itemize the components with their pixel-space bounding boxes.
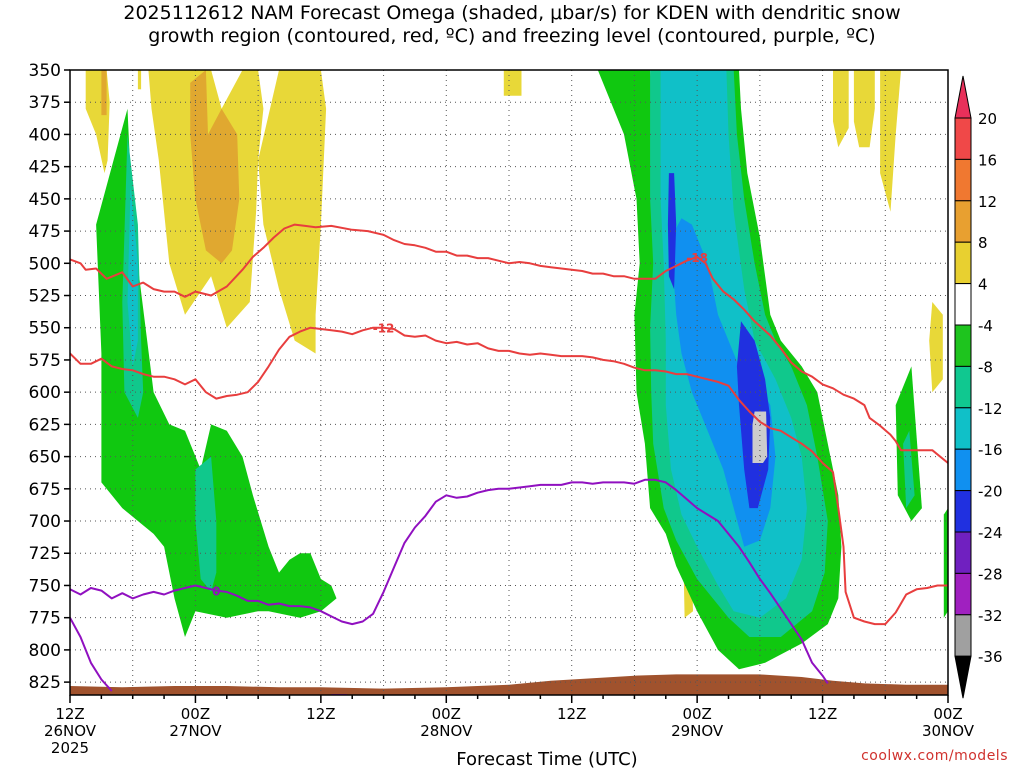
y-tick-label: 700 bbox=[29, 512, 61, 532]
colorbar-label: 4 bbox=[978, 276, 988, 294]
colorbar-label: -24 bbox=[978, 524, 1003, 542]
omega-region bbox=[943, 508, 948, 618]
x-tick-time: 00Z bbox=[682, 705, 711, 723]
omega-region bbox=[96, 108, 337, 637]
colorbar-swatch bbox=[954, 365, 972, 409]
colorbar-label: 12 bbox=[978, 193, 997, 211]
y-tick-label: 600 bbox=[29, 383, 61, 403]
colorbar-label: -32 bbox=[978, 607, 1003, 625]
omega-region bbox=[190, 70, 240, 264]
colorbar-label: -36 bbox=[978, 648, 1003, 666]
colorbar-swatch bbox=[954, 448, 972, 492]
omega-region bbox=[137, 70, 142, 90]
x-tick-date: 28NOV bbox=[420, 722, 473, 740]
colorbar-swatch bbox=[954, 241, 972, 285]
isotherm-line bbox=[70, 223, 948, 464]
credit-link[interactable]: coolwx.com/models bbox=[861, 748, 1008, 764]
omega-region bbox=[258, 70, 327, 354]
omega-region bbox=[880, 70, 901, 212]
colorbar-label: -12 bbox=[978, 400, 1003, 418]
x-tick-time: 12Z bbox=[557, 705, 586, 723]
y-tick-label: 650 bbox=[29, 448, 61, 468]
terrain bbox=[70, 674, 948, 695]
isotherm-label: -12 bbox=[373, 322, 395, 336]
colorbar-swatch bbox=[954, 200, 972, 243]
y-tick-label: 825 bbox=[29, 673, 61, 693]
x-tick-time: 00Z bbox=[933, 705, 962, 723]
y-tick-label: 550 bbox=[29, 319, 61, 339]
x-tick-time: 12Z bbox=[55, 705, 84, 723]
y-tick-label: 375 bbox=[29, 93, 61, 113]
isotherm-line bbox=[70, 617, 113, 692]
x-tick-time: 12Z bbox=[306, 705, 335, 723]
y-tick-label: 500 bbox=[29, 254, 61, 274]
colorbar-swatch bbox=[954, 490, 972, 533]
x-tick-date: 26NOV bbox=[44, 722, 97, 740]
colorbar-label: 20 bbox=[978, 110, 997, 128]
colorbar-swatch bbox=[954, 407, 972, 450]
y-tick-label: 525 bbox=[29, 287, 61, 307]
colorbar-swatch bbox=[954, 572, 972, 616]
chart-title: 2025112612 NAM Forecast Omega (shaded, μ… bbox=[0, 2, 1024, 48]
y-tick-label: 725 bbox=[29, 544, 61, 564]
colorbar-swatch bbox=[954, 324, 972, 367]
omega-region bbox=[101, 70, 107, 116]
x-tick-time: 00Z bbox=[432, 705, 461, 723]
y-tick-label: 450 bbox=[29, 190, 61, 210]
y-tick-label: 800 bbox=[29, 641, 61, 661]
colorbar-label: -4 bbox=[978, 317, 993, 335]
isotherm-label: 0 bbox=[212, 585, 220, 599]
omega-region bbox=[503, 70, 522, 96]
colorbar-label: -20 bbox=[978, 483, 1003, 501]
colorbar-bottom-arrow bbox=[954, 655, 972, 699]
omega-region bbox=[667, 173, 677, 290]
y-tick-label: 775 bbox=[29, 609, 61, 629]
colorbar-swatch bbox=[954, 158, 972, 202]
colorbar-label: -8 bbox=[978, 358, 993, 376]
isotherm-line bbox=[70, 478, 829, 684]
x-tick-year: 2025 bbox=[51, 739, 89, 757]
title-line-2: growth region (contoured, red, ºC) and f… bbox=[148, 25, 876, 47]
colorbar-label: 16 bbox=[978, 151, 997, 169]
y-tick-label: 425 bbox=[29, 158, 61, 178]
x-axis-label: Forecast Time (UTC) bbox=[456, 749, 637, 768]
colorbar-swatch bbox=[954, 531, 972, 574]
colorbar-swatch bbox=[954, 614, 972, 657]
x-tick-time: 00Z bbox=[181, 705, 210, 723]
plot-area: -18 -12 0 bbox=[70, 70, 948, 695]
colorbar-top-arrow bbox=[954, 75, 972, 119]
omega-region bbox=[833, 70, 849, 148]
colorbar-label: -16 bbox=[978, 441, 1003, 459]
y-tick-label: 475 bbox=[29, 222, 61, 242]
omega-region bbox=[195, 456, 217, 592]
omega-region bbox=[853, 70, 875, 148]
isotherm-line bbox=[70, 326, 948, 626]
x-tick-date: 30NOV bbox=[922, 722, 975, 740]
colorbar-label: -28 bbox=[978, 565, 1003, 583]
x-tick-time: 12Z bbox=[808, 705, 837, 723]
y-tick-label: 350 bbox=[29, 61, 61, 81]
omega-region bbox=[929, 302, 943, 393]
y-tick-label: 400 bbox=[29, 125, 61, 145]
y-tick-label: 575 bbox=[29, 351, 61, 371]
y-tick-label: 675 bbox=[29, 480, 61, 500]
title-line-1: 2025112612 NAM Forecast Omega (shaded, μ… bbox=[123, 2, 901, 24]
isotherm-label: -18 bbox=[686, 251, 708, 265]
y-tick-label: 750 bbox=[29, 576, 61, 596]
colorbar-label: 8 bbox=[978, 234, 988, 252]
colorbar-swatch bbox=[954, 117, 972, 160]
x-tick-date: 29NOV bbox=[671, 722, 724, 740]
colorbar-swatch bbox=[954, 283, 972, 326]
x-tick-date: 27NOV bbox=[169, 722, 222, 740]
y-tick-label: 625 bbox=[29, 415, 61, 435]
